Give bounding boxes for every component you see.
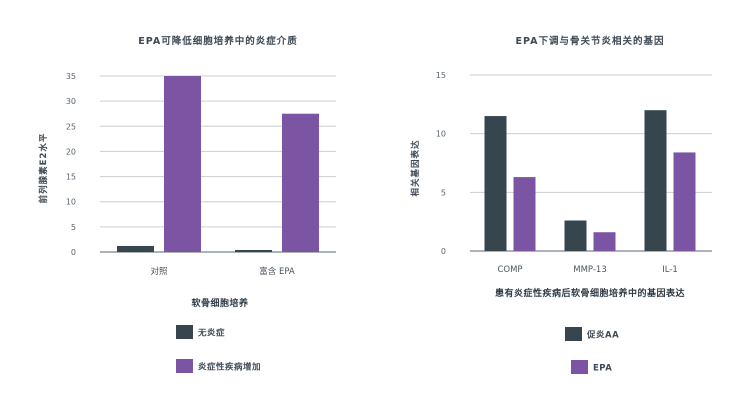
chart2-x-axis-label: 患有炎症性疾病后软骨细胞培养中的基因表达 <box>495 287 685 299</box>
chart2-title: EPA下调与骨关节炎相关的基因 <box>516 35 665 47</box>
y-tick-label: 10 <box>66 198 76 207</box>
legend-label: 无炎症 <box>197 328 225 339</box>
bar-series1 <box>117 245 154 252</box>
y-tick-label: 15 <box>66 173 76 182</box>
y-tick-label: 20 <box>66 147 76 156</box>
bar-series2 <box>513 177 536 251</box>
y-tick-label: 30 <box>66 97 76 106</box>
chart1-title: EPA可降低细胞培养中的炎症介质 <box>138 35 297 47</box>
bar-series1 <box>644 110 667 251</box>
chart1-x-axis-label: 软骨细胞培养 <box>191 297 248 309</box>
chart2-y-axis-label: 相关基因表达 <box>410 139 421 196</box>
y-tick-label: 0 <box>71 248 76 257</box>
chart1-y-axis-label: 前列腺素E2水平 <box>38 133 49 204</box>
bar-series1 <box>564 220 587 251</box>
bar-series2 <box>673 152 696 251</box>
bar-series1 <box>235 249 272 252</box>
y-tick-label: 5 <box>441 188 446 197</box>
y-tick-label: 5 <box>71 223 76 232</box>
chart2-legend: 促炎AA EPA <box>565 327 619 374</box>
legend-swatch <box>176 325 193 339</box>
x-category-label: 对照 <box>150 266 168 277</box>
y-tick-label: 10 <box>436 130 446 139</box>
legend-swatch <box>571 360 588 374</box>
legend-label: EPA <box>593 364 612 374</box>
bar-series2 <box>593 232 616 251</box>
x-category-label: 富含 EPA <box>259 266 295 277</box>
chart1-plot: 0 5 10 15 20 25 30 35 对照 富含 EPA <box>66 72 336 277</box>
bar-series2 <box>164 76 201 252</box>
chart2-plot: 0 5 10 15 COMP MMP-13 IL-1 <box>436 71 712 275</box>
bar-series1 <box>484 116 507 251</box>
legend-swatch <box>565 327 582 341</box>
y-tick-label: 35 <box>66 72 76 81</box>
y-tick-label: 15 <box>436 71 446 80</box>
legend-label: 促炎AA <box>586 330 619 341</box>
legend-swatch <box>176 359 193 373</box>
y-tick-label: 25 <box>66 122 76 131</box>
x-category-label: MMP-13 <box>573 265 607 275</box>
y-tick-label: 0 <box>441 247 446 256</box>
x-category-label: IL-1 <box>662 265 678 275</box>
x-category-label: COMP <box>497 265 522 275</box>
legend-label: 炎症性疾病增加 <box>198 362 261 373</box>
bar-series2 <box>282 113 319 252</box>
